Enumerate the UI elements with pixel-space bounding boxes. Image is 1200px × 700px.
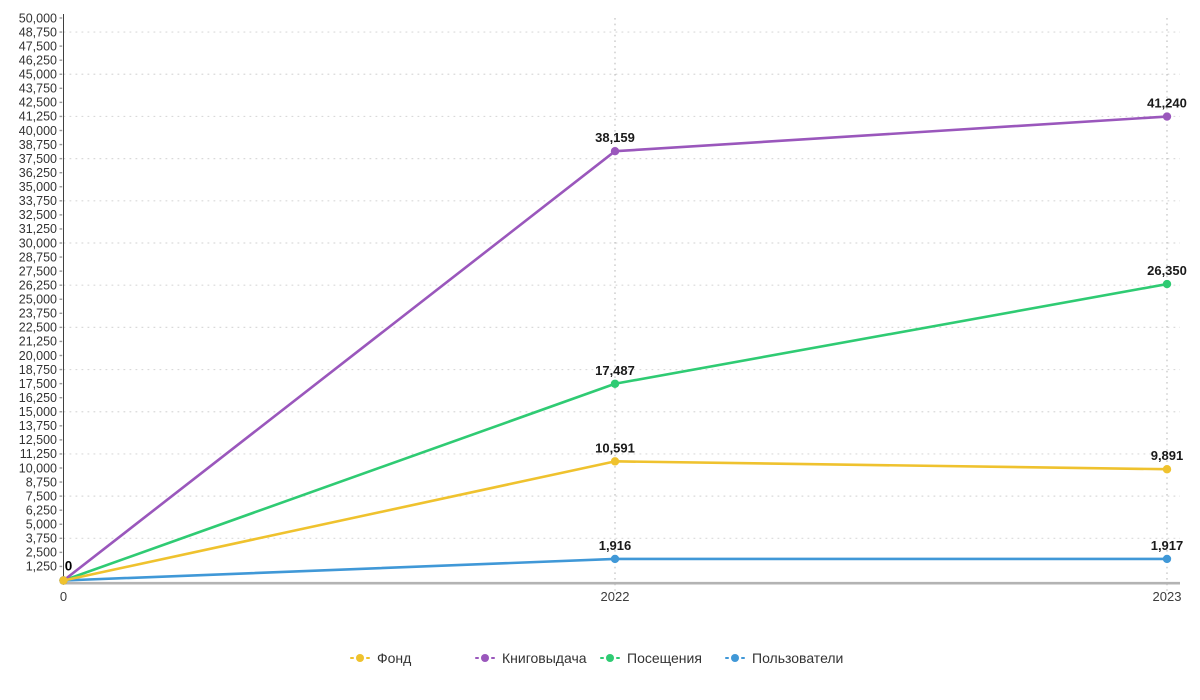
- point-label-book-lending: 38,159: [595, 130, 635, 145]
- point-label-users: 1,916: [599, 538, 632, 553]
- y-axis-label: 15,000: [19, 405, 57, 419]
- y-axis-label: 46,250: [19, 53, 57, 67]
- legend-item-visits[interactable]: Посещения: [600, 650, 725, 666]
- y-axis-label: 21,250: [19, 335, 57, 349]
- y-axis-label: 23,750: [19, 307, 57, 321]
- y-axis-label: 48,750: [19, 25, 57, 39]
- series-line-visits: [62, 282, 1169, 582]
- y-axis-label: 17,500: [19, 377, 57, 391]
- y-axis-label: 27,500: [19, 264, 57, 278]
- data-point-fund[interactable]: [1162, 465, 1172, 474]
- y-axis-label: 20,000: [19, 349, 57, 363]
- legend-marker-icon: [350, 654, 370, 662]
- data-point-fund[interactable]: [59, 576, 68, 585]
- y-axis-label: 11,250: [20, 447, 57, 461]
- y-axis-label: 26,250: [19, 278, 57, 292]
- legend-item-book-lending[interactable]: Книговыдача: [475, 650, 600, 666]
- legend-label: Фонд: [377, 650, 412, 666]
- y-axis-label: 13,750: [19, 419, 57, 433]
- legend-label: Книговыдача: [502, 650, 587, 666]
- data-point-fund[interactable]: [610, 457, 620, 466]
- y-axis-label: 50,000: [19, 11, 57, 25]
- legend-label: Пользователи: [752, 650, 844, 666]
- y-axis-label: 5,000: [26, 518, 57, 532]
- legend-marker-icon: [475, 654, 495, 662]
- data-point-book-lending[interactable]: [610, 147, 620, 156]
- point-label-fund: 10,591: [595, 440, 635, 455]
- y-axis-label: 30,000: [19, 236, 57, 250]
- data-point-book-lending[interactable]: [1162, 112, 1172, 121]
- chart-legend: Фонд Книговыдача Посещения Пользователи: [0, 650, 1200, 666]
- y-axis-label: 41,250: [19, 110, 57, 124]
- x-axis-label: 2023: [1153, 589, 1182, 604]
- chart-canvas: 1,2502,5003,7505,0006,2507,5008,75010,00…: [19, 11, 1187, 604]
- data-point-users[interactable]: [1162, 554, 1172, 564]
- origin-point-label: 0: [65, 559, 73, 574]
- y-axis-label: 28,750: [19, 250, 57, 264]
- legend-label: Посещения: [627, 650, 702, 666]
- point-label-book-lending: 41,240: [1147, 96, 1187, 111]
- y-axis-label: 36,250: [19, 166, 57, 180]
- legend-item-fund[interactable]: Фонд: [350, 650, 475, 666]
- y-axis-label: 33,750: [19, 194, 57, 208]
- point-label-fund: 9,891: [1151, 448, 1184, 463]
- y-axis-label: 12,500: [19, 433, 57, 447]
- point-label-visits: 26,350: [1147, 263, 1187, 278]
- point-label-visits: 17,487: [595, 363, 635, 378]
- y-axis-label: 22,500: [19, 321, 57, 335]
- data-point-visits[interactable]: [1162, 279, 1172, 289]
- y-axis-label: 42,500: [19, 96, 57, 110]
- y-axis-label: 40,000: [19, 124, 57, 138]
- y-axis-label: 18,750: [19, 363, 57, 377]
- y-axis-label: 35,000: [19, 180, 57, 194]
- x-axis-label: 2022: [601, 589, 630, 604]
- legend-marker-icon: [600, 654, 620, 662]
- y-axis-label: 25,000: [19, 293, 57, 307]
- y-axis-label: 47,500: [19, 39, 57, 53]
- y-axis-label: 38,750: [19, 138, 57, 152]
- y-axis-label: 31,250: [19, 222, 57, 236]
- y-axis-label: 7,500: [26, 489, 57, 503]
- point-label-users: 1,917: [1151, 538, 1184, 553]
- y-axis-label: 2,500: [26, 546, 57, 560]
- legend-marker-icon: [725, 654, 745, 662]
- y-axis-label: 6,250: [26, 503, 57, 517]
- y-axis-label: 37,500: [19, 152, 57, 166]
- y-axis-label: 1,250: [26, 560, 57, 574]
- data-point-users[interactable]: [610, 554, 620, 564]
- data-point-visits[interactable]: [610, 379, 620, 388]
- legend-item-users[interactable]: Пользователи: [725, 650, 850, 666]
- x-axis-label: 0: [60, 589, 67, 604]
- y-axis-label: 16,250: [19, 391, 57, 405]
- y-axis-label: 8,750: [26, 475, 57, 489]
- y-axis-label: 45,000: [19, 68, 57, 82]
- y-axis-label: 43,750: [19, 82, 57, 96]
- y-axis-label: 32,500: [19, 208, 57, 222]
- y-axis-label: 10,000: [19, 461, 57, 475]
- y-axis-label: 3,750: [26, 532, 57, 546]
